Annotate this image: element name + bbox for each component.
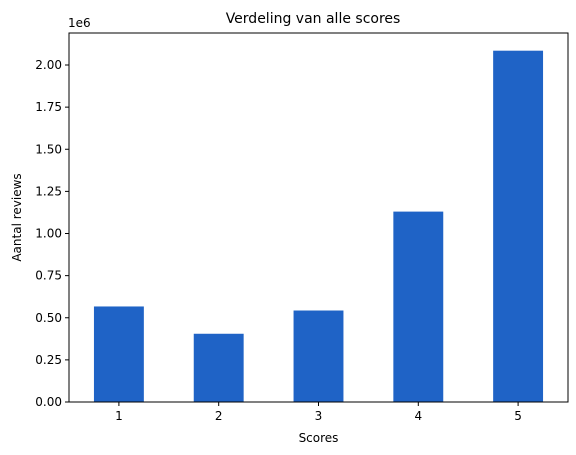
plot-frame: [68, 32, 569, 403]
x-tick-label: 4: [414, 409, 422, 423]
chart-title: Verdeling van alle scores: [226, 11, 401, 27]
x-tick-label: 2: [215, 409, 223, 423]
y-tick-label: 2.00: [35, 58, 62, 72]
y-tick-label: 1.50: [35, 142, 62, 156]
y-tick-label: 0.75: [35, 269, 62, 283]
y-tick-label: 0.50: [35, 311, 62, 325]
bar-2: [193, 333, 244, 402]
bar-5: [493, 50, 544, 403]
y-axis-label: Aantal reviews: [10, 173, 24, 261]
bar-1: [93, 306, 144, 402]
bar-4: [393, 211, 444, 402]
y-tick-label: 0.00: [35, 395, 62, 409]
bar-3: [293, 310, 344, 402]
x-tick-label: 5: [514, 409, 522, 423]
x-tick-label: 1: [115, 409, 123, 423]
x-tick-label: 3: [315, 409, 323, 423]
y-tick-label: 1.00: [35, 227, 62, 241]
y-axis-multiplier: 1e6: [68, 16, 91, 30]
x-axis-label: Scores: [299, 431, 339, 445]
y-tick-label: 1.25: [35, 184, 62, 198]
y-tick-label: 0.25: [35, 353, 62, 367]
y-tick-label: 1.75: [35, 100, 62, 114]
